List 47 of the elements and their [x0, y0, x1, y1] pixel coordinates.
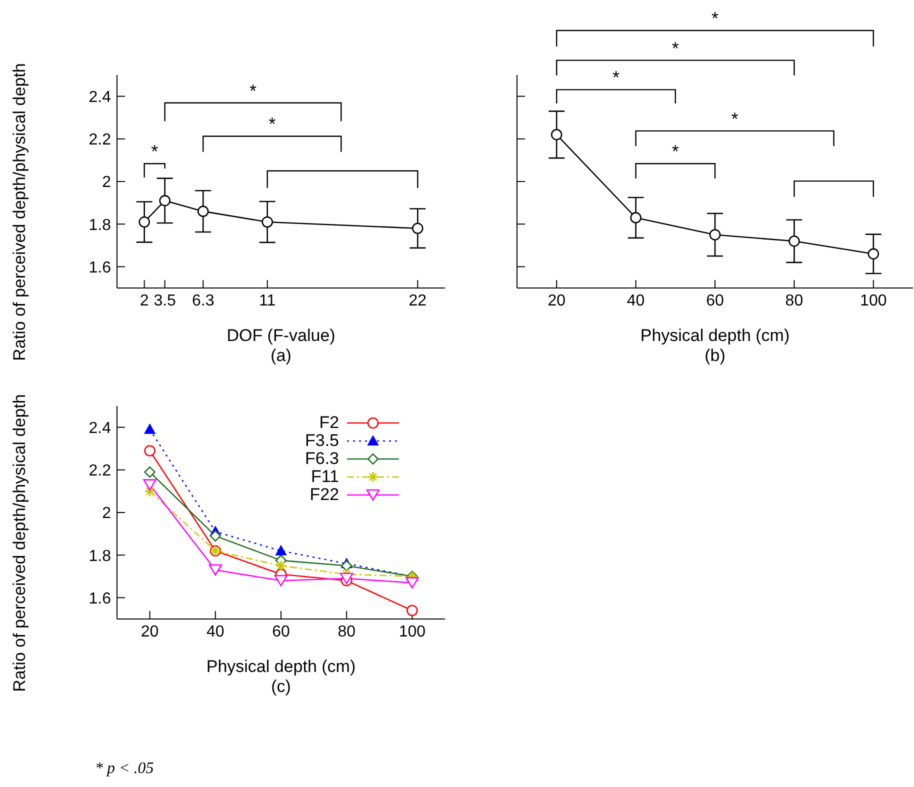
x-tick-label: 6.3 — [192, 292, 214, 310]
x-tick-label: 60 — [272, 623, 290, 640]
legend-label: F22 — [310, 485, 340, 504]
x-tick-label: 22 — [408, 292, 427, 310]
annotation: * — [151, 142, 158, 162]
x-tick-label: 100 — [860, 292, 887, 310]
annotation: * — [731, 108, 738, 129]
x-tick-label: 100 — [398, 623, 426, 640]
annotation: * — [249, 80, 256, 101]
x-axis-title: Physical depth (cm) — [639, 326, 791, 346]
y-tick-label: 2.4 — [88, 88, 112, 106]
legend-label: F2 — [319, 413, 340, 432]
y-tick-label: 1.6 — [88, 259, 112, 276]
annotation: * — [612, 68, 620, 88]
x-axis-title: Physical depth (cm) — [205, 657, 357, 677]
y-tick-label: 1.8 — [88, 548, 112, 565]
text: (b) — [704, 346, 726, 366]
x-axis-title: DOF (F-value) — [226, 326, 336, 346]
annotation: * — [268, 114, 276, 134]
text: (c) — [270, 677, 292, 697]
x-tick-label: 80 — [785, 292, 804, 310]
y-tick-label: 2 — [102, 505, 112, 522]
x-tick-label: 2 — [140, 292, 149, 310]
text: * — [672, 38, 679, 58]
x-tick-label: 3.5 — [154, 292, 176, 310]
y-tick-label: 2.4 — [88, 420, 112, 437]
y-axis-title: Ratio of perceived depth/physical depth — [10, 62, 30, 362]
y-tick-label: 2.2 — [88, 132, 112, 149]
y-tick-label: 1.8 — [88, 216, 112, 234]
text: * p < .05 — [95, 760, 154, 778]
y-axis-title: Ratio of perceived depth/physical depth — [10, 392, 30, 694]
y-tick-label: 2.2 — [88, 462, 112, 480]
x-tick-label: 60 — [706, 292, 724, 310]
y-tick-label: 1.6 — [88, 590, 112, 608]
x-tick-label: 20 — [140, 623, 159, 640]
legend-label: F3.5 — [305, 431, 340, 450]
x-tick-label: 20 — [548, 292, 566, 310]
annotation: * — [672, 142, 679, 162]
legend-label: F6.3 — [305, 449, 340, 468]
y-tick-label: 2 — [102, 174, 112, 192]
x-tick-label: 40 — [206, 623, 224, 640]
x-tick-label: 11 — [259, 292, 276, 310]
x-tick-label: 80 — [338, 623, 356, 640]
x-tick-label: 40 — [626, 292, 645, 310]
text: (a) — [270, 346, 292, 366]
legend-label: F11 — [310, 467, 340, 486]
text: * — [711, 8, 719, 28]
